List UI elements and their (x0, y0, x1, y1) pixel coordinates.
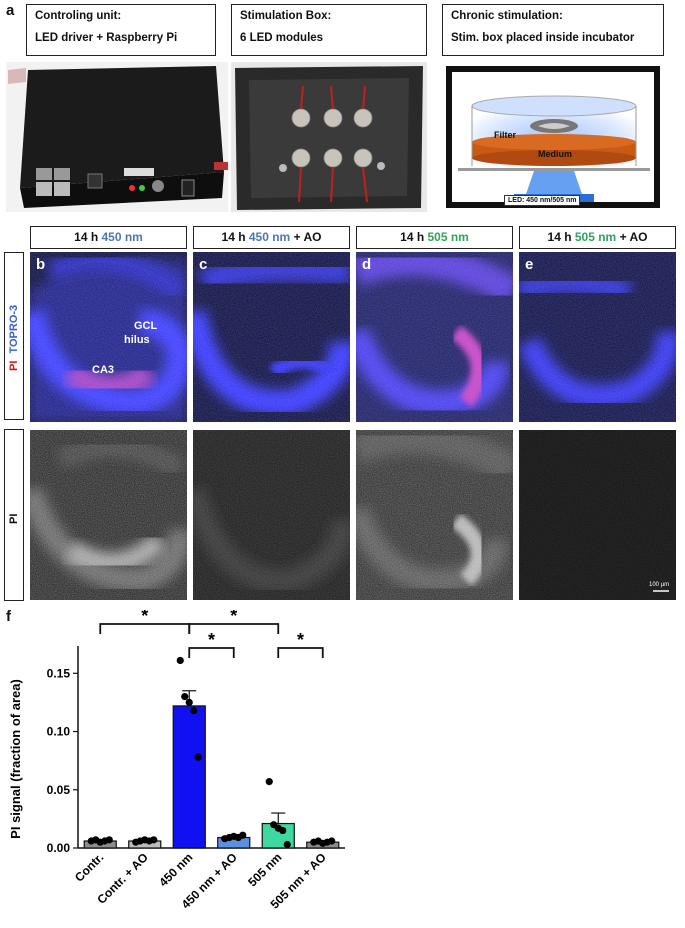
filter-label: Filter (494, 130, 517, 140)
data-point (150, 836, 158, 844)
column-header-450-ao-wavelength: 450 nm (248, 230, 291, 244)
row-label-topro: TOPRO-3 (8, 304, 20, 354)
image-505-merge: d (356, 252, 513, 422)
panel-letter-d: d (362, 256, 372, 273)
control-unit-subtitle: LED driver + Raspberry Pi (35, 32, 178, 44)
scale-bar-label: 100 µm (649, 582, 670, 588)
stimulation-box-photo (231, 62, 427, 212)
image-450-pi (30, 430, 187, 600)
y-tick-label: 0.05 (47, 783, 71, 797)
data-point (190, 706, 198, 715)
column-header-505-ao-wavelength: 505 nm (574, 230, 617, 244)
significance-star: * (141, 610, 148, 626)
pi-signal-bar-chart: 0.00 0.05 0.10 0.15 PI signal (fraction of a… (8, 610, 345, 911)
y-axis-title: PI signal (fraction of area) (8, 679, 23, 839)
y-tick-label: 0.15 (47, 666, 71, 680)
stimulation-box-title: Stimulation Box: (240, 10, 332, 22)
significance-star: * (230, 610, 237, 626)
control-unit-title: Controling unit: (35, 10, 122, 22)
panel-letter-c: c (199, 256, 208, 273)
column-header-450-ao-prefix: 14 h (221, 230, 249, 244)
column-header-505: 14 h 505 nm (356, 226, 513, 249)
chronic-stim-label-box: Chronic stimulation: Stim. box placed in… (442, 4, 664, 56)
column-header-505-ao-prefix: 14 h (547, 230, 575, 244)
image-505-ao-merge: e (519, 252, 676, 422)
x-tick-label: 450 nm (156, 850, 195, 889)
row-label-pi: PI (8, 360, 20, 371)
data-point (194, 753, 202, 761)
image-450-ao-pi (193, 430, 350, 600)
y-tick-label: 0.00 (47, 841, 71, 855)
label-ca3: CA3 (92, 364, 115, 376)
row-label-bottom: PI (4, 429, 24, 601)
panel-letter-a: a (6, 2, 15, 19)
led-label: LED: 450 nm/505 nm (504, 195, 581, 206)
column-header-505-ao: 14 h 505 nm + AO (519, 226, 676, 249)
image-505-ao-pi: 100 µm (519, 430, 676, 600)
row-label-top: PI TOPRO-3 (4, 252, 24, 420)
label-gcl: GCL (134, 320, 158, 332)
column-header-450-prefix: 14 h (74, 230, 102, 244)
row-label-pi-bottom: PI (8, 513, 20, 524)
panel-letter-b: b (36, 256, 46, 273)
image-450-merge: b GCL hilus CA3 (30, 252, 187, 422)
chronic-stim-title: Chronic stimulation: (451, 10, 563, 22)
x-tick-label: 505 nm (245, 850, 284, 889)
chronic-stim-subtitle: Stim. box placed inside incubator (451, 32, 635, 44)
significance-star: * (297, 630, 304, 650)
data-point (265, 778, 273, 786)
data-point (185, 698, 193, 707)
column-header-450: 14 h 450 nm (30, 226, 187, 249)
significance-bracket (188, 647, 235, 658)
data-point (105, 836, 113, 844)
panel-letter-e: e (525, 256, 534, 273)
image-505-pi (356, 430, 513, 600)
label-hilus: hilus (124, 334, 150, 346)
data-point (283, 840, 291, 849)
y-tick-label: 0.10 (47, 725, 71, 739)
medium-label: Medium (538, 149, 573, 159)
column-header-450-ao-suffix: + AO (290, 230, 322, 244)
column-header-505-prefix: 14 h (400, 230, 428, 244)
control-unit-label-box: Controling unit: LED driver + Raspberry … (26, 4, 216, 56)
panel-letter-f: f (6, 608, 11, 625)
column-header-505-wavelength: 505 nm (427, 230, 469, 244)
data-point (328, 837, 336, 845)
bar (172, 705, 206, 849)
control-unit-photo (6, 62, 228, 212)
data-point (279, 826, 287, 835)
stimulation-box-label-box: Stimulation Box: 6 LED modules (231, 4, 427, 56)
column-header-450-ao: 14 h 450 nm + AO (193, 226, 350, 249)
significance-bracket (277, 647, 324, 658)
stimulation-box-subtitle: 6 LED modules (240, 32, 324, 44)
data-point (239, 831, 247, 839)
incubator-schematic: Filter Medium LED: 450 nm/505 nm (442, 62, 664, 212)
image-450-ao-merge: c (193, 252, 350, 422)
column-header-450-wavelength: 450 nm (101, 230, 143, 244)
data-point (176, 656, 184, 665)
significance-bracket (188, 623, 280, 634)
significance-star: * (208, 630, 215, 650)
x-tick-label: Contr. (72, 850, 106, 884)
column-header-505-ao-suffix: + AO (616, 230, 648, 244)
data-point (181, 692, 189, 701)
